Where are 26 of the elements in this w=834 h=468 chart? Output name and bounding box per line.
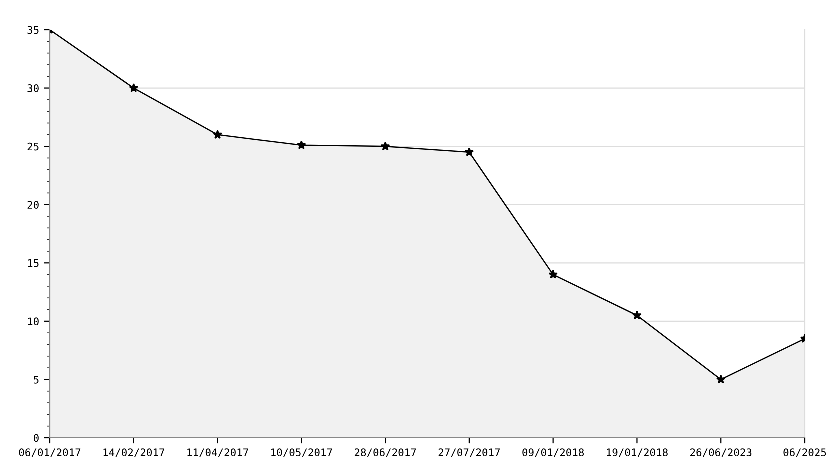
x-tick-label: 26/06/2023 <box>690 448 752 458</box>
point <box>380 142 390 151</box>
x-tick-label: 09/01/2018 <box>522 448 584 458</box>
x-tick-label: 06/01/2017 <box>19 448 81 458</box>
x-tick-label: 06/2025 <box>784 448 826 458</box>
point <box>129 83 139 92</box>
point <box>297 140 306 150</box>
x-tick-label: 10/05/2017 <box>272 448 332 458</box>
point <box>213 130 222 139</box>
point <box>632 310 642 320</box>
y-tick-label: 30 <box>28 84 39 92</box>
y-tick-label: 35 <box>28 26 39 34</box>
y-tick-label: 20 <box>28 201 39 209</box>
y-tick-label: 25 <box>28 142 39 151</box>
point <box>716 374 726 384</box>
x-tick-label: 27/07/2017 <box>438 448 500 458</box>
x-tick-label: 19/01/2018 <box>607 448 668 458</box>
y-tick-label: 5 <box>34 376 39 384</box>
y-tick-label: 10 <box>28 318 39 326</box>
x-tick-label: 14/02/2017 <box>104 448 164 458</box>
x-tick-label: 11/04/2017 <box>188 448 248 458</box>
x-tick-label: 28/06/2017 <box>354 448 416 458</box>
point <box>464 148 474 156</box>
point <box>548 270 558 279</box>
y-tick-label: 0 <box>34 434 39 442</box>
y-tick-label: 15 <box>28 260 39 268</box>
